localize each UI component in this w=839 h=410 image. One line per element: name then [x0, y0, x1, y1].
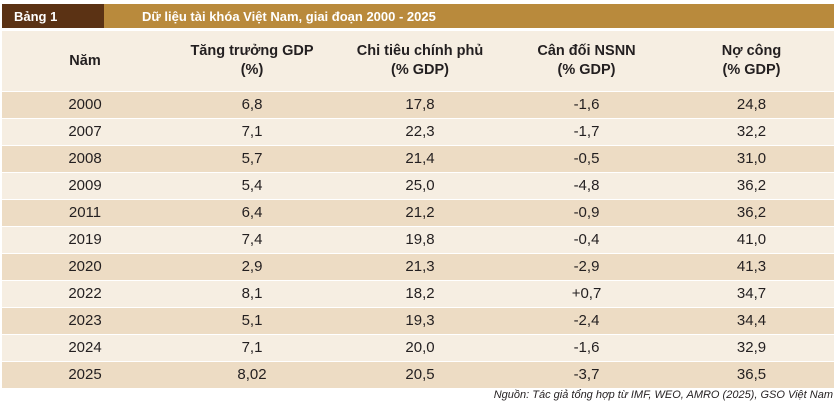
- budget-balance-cell: -2,4: [504, 307, 669, 335]
- year-cell: 2025: [2, 361, 168, 388]
- source-note: Nguồn: Tác giả tổng hợp từ IMF, WEO, AMR…: [493, 389, 833, 401]
- header-budget-balance: Cân đối NSNN (% GDP): [504, 31, 669, 92]
- header-public-debt: Nợ công (% GDP): [669, 31, 834, 92]
- header-gov-spending-unit: (% GDP): [391, 62, 449, 78]
- header-gov-spending: Chi tiêu chính phủ (% GDP): [336, 31, 504, 92]
- budget-balance-cell: -0,5: [504, 145, 669, 173]
- gov-spending-cell: 21,3: [336, 253, 504, 281]
- gdp-growth-cell: 5,1: [168, 307, 336, 335]
- public-debt-cell: 24,8: [669, 91, 834, 119]
- table-row: 2022 8,1 18,2 +0,7 34,7: [2, 280, 834, 308]
- table-row: 2020 2,9 21,3 -2,9 41,3: [2, 253, 834, 281]
- table-row: 2007 7,1 22,3 -1,7 32,2: [2, 118, 834, 146]
- public-debt-cell: 41,3: [669, 253, 834, 281]
- table-row: 2008 5,7 21,4 -0,5 31,0: [2, 145, 834, 173]
- year-cell: 2009: [2, 172, 168, 200]
- gdp-growth-cell: 6,4: [168, 199, 336, 227]
- gov-spending-cell: 21,4: [336, 145, 504, 173]
- budget-balance-cell: -1,7: [504, 118, 669, 146]
- gov-spending-cell: 20,0: [336, 334, 504, 362]
- budget-balance-cell: -1,6: [504, 334, 669, 362]
- budget-balance-cell: -0,4: [504, 226, 669, 254]
- year-cell: 2011: [2, 199, 168, 227]
- table-title-bar: Bảng 1 Dữ liệu tài khóa Việt Nam, giai đ…: [2, 4, 834, 28]
- table-row: 2025 8,02 20,5 -3,7 36,5: [2, 361, 834, 388]
- gov-spending-cell: 21,2: [336, 199, 504, 227]
- header-year-label: Năm: [69, 52, 101, 69]
- gdp-growth-cell: 6,8: [168, 91, 336, 119]
- public-debt-cell: 36,2: [669, 199, 834, 227]
- header-gdp-growth-label: Tăng trưởng GDP: [190, 43, 314, 59]
- budget-balance-cell: +0,7: [504, 280, 669, 308]
- table-row: 2023 5,1 19,3 -2,4 34,4: [2, 307, 834, 335]
- table-row: 2009 5,4 25,0 -4,8 36,2: [2, 172, 834, 200]
- public-debt-cell: 34,7: [669, 280, 834, 308]
- header-public-debt-label: Nợ công: [721, 43, 782, 59]
- gdp-growth-cell: 2,9: [168, 253, 336, 281]
- table-row: 2000 6,8 17,8 -1,6 24,8: [2, 91, 834, 119]
- table-row: 2024 7,1 20,0 -1,6 32,9: [2, 334, 834, 362]
- fiscal-data-table: Năm Tăng trưởng GDP (%) Chi tiêu chính p…: [2, 31, 834, 388]
- header-public-debt-unit: (% GDP): [722, 62, 781, 78]
- gdp-growth-cell: 7,1: [168, 334, 336, 362]
- year-cell: 2022: [2, 280, 168, 308]
- gov-spending-cell: 20,5: [336, 361, 504, 388]
- public-debt-cell: 32,2: [669, 118, 834, 146]
- budget-balance-cell: -1,6: [504, 91, 669, 119]
- gov-spending-cell: 22,3: [336, 118, 504, 146]
- header-gdp-growth-unit: (%): [240, 62, 264, 78]
- header-year: Năm: [2, 31, 168, 92]
- table-body: 2000 6,8 17,8 -1,6 24,8 2007 7,1 22,3 -1,7 32,2 20…: [2, 91, 834, 388]
- gdp-growth-cell: 5,4: [168, 172, 336, 200]
- year-cell: 2019: [2, 226, 168, 254]
- gov-spending-cell: 19,3: [336, 307, 504, 335]
- table-title: Dữ liệu tài khóa Việt Nam, giai đoạn 200…: [104, 4, 834, 28]
- year-cell: 2020: [2, 253, 168, 281]
- header-budget-balance-unit: (% GDP): [557, 62, 616, 78]
- year-cell: 2000: [2, 91, 168, 119]
- public-debt-cell: 41,0: [669, 226, 834, 254]
- public-debt-cell: 31,0: [669, 145, 834, 173]
- gdp-growth-cell: 7,4: [168, 226, 336, 254]
- table-row: 2011 6,4 21,2 -0,9 36,2: [2, 199, 834, 227]
- year-cell: 2007: [2, 118, 168, 146]
- header-budget-balance-label: Cân đối NSNN: [537, 43, 636, 59]
- public-debt-cell: 34,4: [669, 307, 834, 335]
- gdp-growth-cell: 8,02: [168, 361, 336, 388]
- header-row: Năm Tăng trưởng GDP (%) Chi tiêu chính p…: [2, 31, 834, 92]
- year-cell: 2023: [2, 307, 168, 335]
- gov-spending-cell: 19,8: [336, 226, 504, 254]
- budget-balance-cell: -3,7: [504, 361, 669, 388]
- table-label: Bảng 1: [2, 4, 104, 28]
- public-debt-cell: 36,5: [669, 361, 834, 388]
- year-cell: 2008: [2, 145, 168, 173]
- budget-balance-cell: -0,9: [504, 199, 669, 227]
- gov-spending-cell: 25,0: [336, 172, 504, 200]
- budget-balance-cell: -2,9: [504, 253, 669, 281]
- year-cell: 2024: [2, 334, 168, 362]
- gdp-growth-cell: 7,1: [168, 118, 336, 146]
- public-debt-cell: 36,2: [669, 172, 834, 200]
- budget-balance-cell: -4,8: [504, 172, 669, 200]
- gdp-growth-cell: 5,7: [168, 145, 336, 173]
- gdp-growth-cell: 8,1: [168, 280, 336, 308]
- table-row: 2019 7,4 19,8 -0,4 41,0: [2, 226, 834, 254]
- gov-spending-cell: 18,2: [336, 280, 504, 308]
- header-gdp-growth: Tăng trưởng GDP (%): [168, 31, 336, 92]
- header-gov-spending-label: Chi tiêu chính phủ: [356, 43, 484, 59]
- gov-spending-cell: 17,8: [336, 91, 504, 119]
- public-debt-cell: 32,9: [669, 334, 834, 362]
